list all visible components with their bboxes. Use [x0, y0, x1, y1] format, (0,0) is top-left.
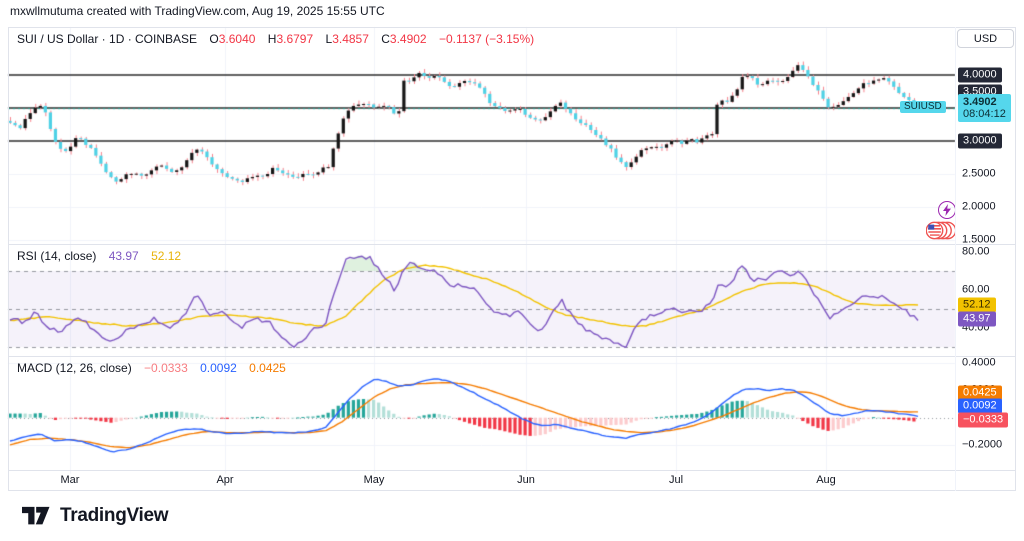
time-axis-label: Jun	[517, 474, 535, 486]
price-scale-label: 2.0000	[962, 200, 996, 213]
chart-legend[interactable]: SUI / US Dollar · 1D · COINBASE O3.6040 …	[17, 32, 534, 46]
macd-badge: −0.0333	[958, 412, 1009, 428]
rsi-scale-label: 60.00	[962, 283, 990, 296]
tradingview-wordmark: TradingView	[60, 505, 169, 526]
ohlc-close: C3.4902	[381, 32, 427, 46]
ohlc-high: H3.6797	[267, 32, 314, 46]
time-axis-label: Jul	[668, 474, 684, 486]
macd-badge: 0.0092	[958, 398, 1002, 414]
time-axis-label: Mar	[60, 474, 80, 486]
rsi-scale-label: 80.00	[962, 245, 990, 258]
macd-pane-legend[interactable]: MACD (12, 26, close) −0.0333 0.0092 0.04…	[17, 361, 286, 375]
lightning-bolt-icon	[943, 204, 951, 216]
series-symbol-tag: SUIUSD	[900, 101, 946, 120]
macd-signal-value: 0.0425	[249, 361, 286, 375]
rsi-badge: 43.97	[958, 311, 996, 327]
us-flag-circles-icon	[925, 221, 957, 240]
last-price-value: 3.4902	[963, 96, 997, 108]
macd-title: MACD (12, 26, close)	[17, 361, 132, 375]
price-scale-label: 1.5000	[962, 233, 996, 246]
rsi-pane-legend[interactable]: RSI (14, close) 43.97 52.12	[17, 249, 181, 263]
time-axis-label: May	[363, 474, 385, 486]
tradingview-mark-icon	[22, 506, 50, 525]
attribution-text: mxwllmutuma created with TradingView.com…	[10, 4, 385, 18]
pane-divider[interactable]	[8, 356, 1016, 357]
bar-countdown: 08:04:12	[963, 108, 1006, 120]
pane-divider[interactable]	[8, 470, 1016, 471]
price-line-badge: 4.0000	[958, 67, 1002, 83]
tradingview-logo[interactable]: TradingView	[22, 505, 169, 527]
lightning-sticker-icon[interactable]	[938, 201, 956, 219]
ohlc-open: O3.6040	[209, 32, 256, 46]
pane-divider[interactable]	[8, 244, 1016, 245]
ohlc-low: L3.4857	[325, 32, 369, 46]
symbol-title: SUI / US Dollar · 1D · COINBASE	[17, 32, 198, 46]
price-scale-label: 2.5000	[962, 167, 996, 180]
macd-hist-value: −0.0333	[144, 361, 188, 375]
macd-scale-label: −0.2000	[962, 438, 1003, 451]
macd-scale-label: 0.4000	[962, 356, 996, 369]
price-axis-separator	[955, 27, 956, 491]
macd-badge: 0.0425	[958, 385, 1002, 401]
last-price-badge: 3.4902 08:04:12	[958, 94, 1011, 122]
change-value: −0.1137 (−3.15%)	[438, 32, 535, 46]
rsi-badge: 52.12	[958, 297, 996, 313]
rsi-title: RSI (14, close)	[17, 249, 97, 263]
rsi-ma-value: 52.12	[151, 249, 182, 263]
currency-unit-button[interactable]: USD	[957, 29, 1014, 48]
flag-stack-sticker-icon[interactable]	[925, 221, 957, 240]
time-axis-label: Aug	[816, 474, 836, 486]
rsi-value: 43.97	[108, 249, 139, 263]
price-line-badge: 3.0000	[958, 133, 1002, 149]
time-axis-label: Apr	[216, 474, 234, 486]
macd-line-value: 0.0092	[200, 361, 237, 375]
